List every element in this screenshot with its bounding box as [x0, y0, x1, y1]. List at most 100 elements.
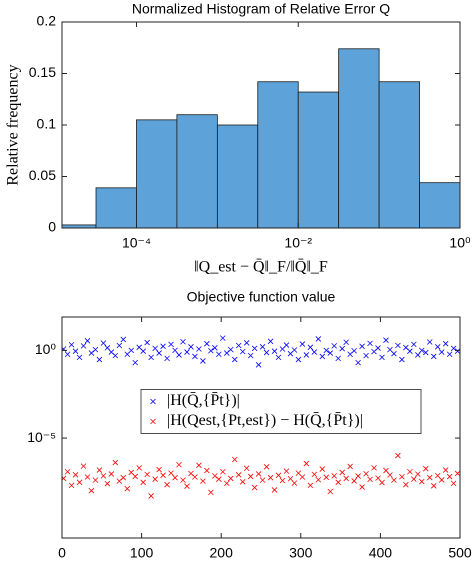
point: [367, 476, 373, 483]
point: [283, 342, 290, 348]
point: [220, 335, 226, 341]
chart-title: Normalized Histogram of Relative Error Q: [132, 1, 390, 17]
bar: [216, 124, 259, 228]
point: [132, 359, 139, 366]
point: [379, 479, 385, 486]
point: [327, 488, 334, 495]
point: [291, 480, 298, 486]
point: [208, 489, 214, 496]
point: [303, 352, 310, 358]
point: [442, 340, 449, 347]
point: [454, 348, 460, 354]
point: [315, 336, 322, 342]
point: [156, 466, 162, 473]
point: [180, 338, 186, 345]
point: [359, 343, 365, 350]
point: [422, 349, 429, 356]
point: [255, 362, 262, 368]
point: [283, 468, 290, 474]
point: [156, 350, 162, 356]
point: [267, 474, 274, 481]
point: [144, 339, 150, 346]
point: [395, 342, 401, 349]
point: [291, 347, 298, 353]
bar: [419, 182, 460, 228]
y-tick-label: 10⁻⁵: [27, 429, 56, 445]
point: [80, 343, 87, 349]
x-tick-label: 10⁰: [449, 235, 471, 251]
point: [363, 470, 369, 477]
point: [426, 339, 433, 345]
point: [100, 340, 107, 346]
point: [339, 469, 345, 476]
point: [132, 473, 139, 480]
point: [379, 354, 385, 361]
point: [279, 477, 286, 484]
point: [192, 474, 198, 480]
y-tick-label: 10⁰: [35, 341, 57, 357]
point: [422, 465, 429, 472]
point: [247, 352, 254, 359]
point: [446, 351, 453, 358]
y-tick-label: 0.1: [37, 116, 57, 132]
point: [176, 461, 182, 468]
point: [367, 340, 373, 347]
point: [144, 471, 150, 478]
point: [419, 347, 425, 354]
point: [68, 482, 75, 489]
point: [96, 467, 103, 473]
point: [399, 473, 405, 480]
point: [331, 343, 338, 349]
point: [438, 349, 445, 355]
point: [339, 345, 345, 352]
legend-marker: [150, 418, 156, 425]
point: [172, 474, 178, 481]
x-tick-label: 200: [210, 545, 234, 561]
x-tick-label: 400: [369, 545, 393, 561]
point: [411, 476, 417, 482]
bars: [62, 48, 460, 228]
y-tick-label: 0: [48, 219, 56, 235]
point: [311, 349, 318, 355]
point: [231, 356, 238, 363]
point: [148, 354, 154, 361]
point: [140, 348, 146, 354]
point: [164, 481, 170, 488]
y-tick-label: 0.15: [29, 64, 56, 80]
x-tick-label: 0: [58, 545, 66, 561]
y-tick-label: 0.2: [37, 13, 57, 29]
x-axis-label: ‖Q_est − Q̄‖_F/‖Q̄‖_F: [194, 259, 328, 276]
point: [323, 347, 330, 354]
point: [355, 359, 361, 366]
point: [434, 344, 441, 350]
point: [411, 341, 417, 348]
point: [395, 452, 401, 459]
point: [172, 347, 178, 354]
point: [299, 474, 306, 480]
point: [319, 353, 326, 360]
point: [442, 467, 449, 473]
point: [184, 483, 190, 489]
point: [235, 472, 242, 478]
point: [152, 476, 158, 482]
point: [152, 345, 158, 352]
point: [84, 338, 91, 344]
point: [271, 487, 278, 493]
y-tick-label: 0.05: [29, 167, 56, 183]
point: [247, 473, 254, 480]
point: [104, 480, 111, 487]
point: [323, 474, 330, 481]
point: [271, 348, 278, 354]
point: [287, 475, 294, 482]
point: [72, 348, 79, 354]
point: [355, 473, 361, 479]
point: [426, 474, 433, 481]
point: [76, 479, 83, 486]
point: [116, 342, 123, 349]
point: [68, 341, 75, 348]
point: [227, 346, 234, 353]
point: [88, 487, 95, 494]
point: [251, 345, 258, 352]
point: [371, 465, 377, 471]
point: [415, 352, 421, 358]
